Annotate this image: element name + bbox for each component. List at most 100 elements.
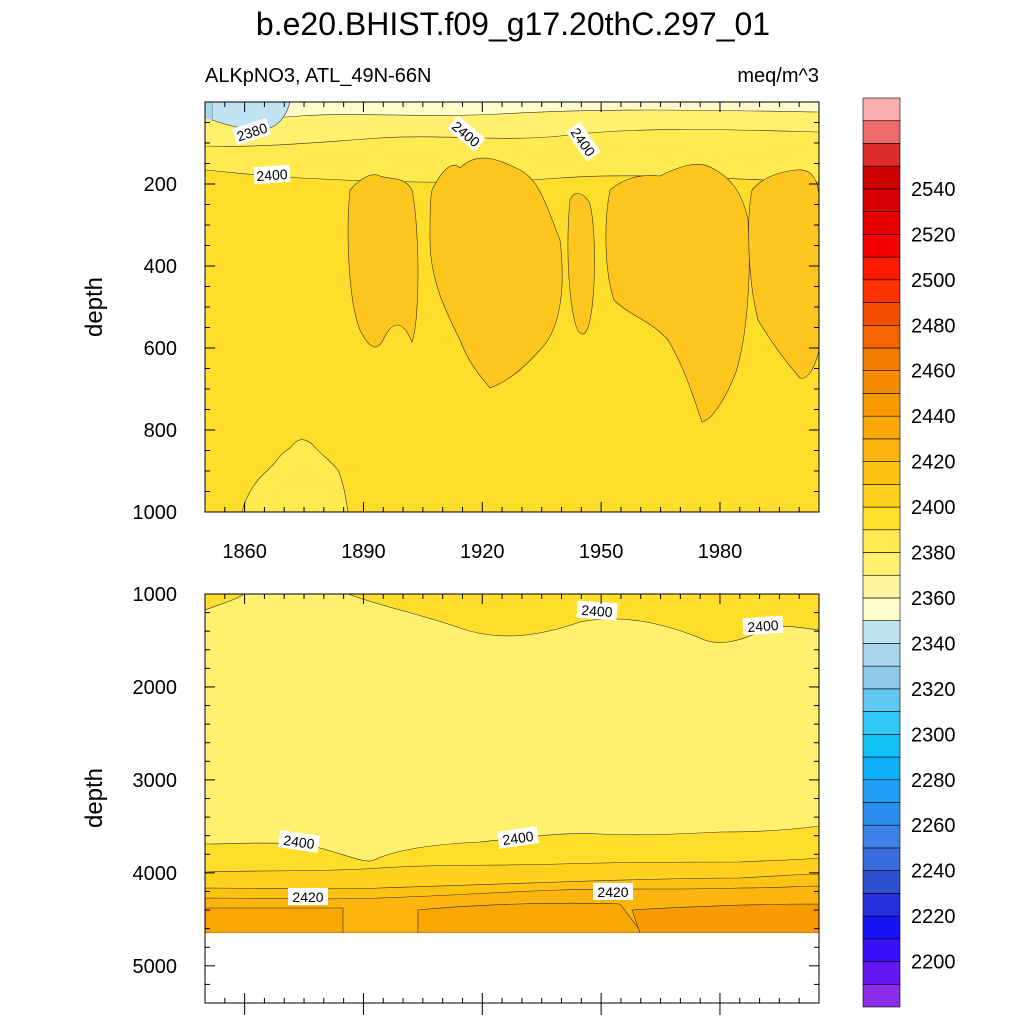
- colorbar-swatch: [862, 938, 901, 962]
- colorbar-swatch: [862, 574, 901, 599]
- colorbar-label: 2280: [911, 770, 956, 792]
- colorbar-swatch: [862, 120, 901, 144]
- colorbar-swatch: [862, 893, 901, 917]
- colorbar-label: 2420: [911, 452, 956, 474]
- colorbar-label: 2200: [911, 952, 956, 974]
- lower-y-tick-labels: 1000 2000 3000 4000 5000: [133, 584, 178, 978]
- colorbar-swatch: [862, 847, 901, 871]
- y-tick-label: 200: [144, 174, 177, 196]
- lower-y-axis-label: depth: [81, 768, 108, 828]
- colorbar-swatch: [862, 165, 901, 190]
- upper-axis-ticks: [204, 101, 820, 513]
- contour-label: 2400: [282, 832, 315, 852]
- contour-label: 2400: [581, 602, 613, 620]
- colorbar-swatch: [862, 824, 901, 849]
- colorbar-label: 2540: [911, 179, 956, 201]
- contour-label: 2400: [256, 166, 288, 184]
- x-tick-label: 1860: [222, 541, 267, 563]
- x-tick-label: 1950: [579, 541, 624, 563]
- colorbar-swatch: [862, 552, 901, 576]
- maximum-patch-5: [748, 169, 819, 379]
- y-tick-label: 5000: [133, 956, 178, 978]
- colorbar-swatch: [862, 961, 901, 985]
- lower-panel-field: [205, 594, 819, 1003]
- colorbar-swatch: [862, 688, 901, 712]
- colorbar-swatch: [862, 97, 901, 122]
- upper-y-axis-label: depth: [81, 277, 108, 337]
- chart-title: b.e20.BHIST.f09_g17.20thC.297_01: [256, 6, 770, 42]
- maximum-patch-3: [567, 193, 595, 335]
- x-tick-label: 1980: [698, 541, 743, 563]
- colorbar-swatch: [862, 665, 901, 690]
- surface-minimum-edge: [205, 102, 212, 120]
- colorbar-swatch: [862, 643, 901, 667]
- colorbar-swatch: [862, 256, 901, 281]
- colorbar-label: 2440: [911, 406, 956, 428]
- bottom-maximum-3: [631, 903, 819, 934]
- contour-label: 2400: [747, 617, 779, 635]
- y-tick-label: 4000: [133, 863, 178, 885]
- colorbar-label: 2360: [911, 588, 956, 610]
- colorbar-swatch: [862, 438, 901, 462]
- colorbar-swatch: [862, 506, 901, 531]
- maximum-patch-2: [429, 157, 563, 389]
- colorbar-label: 2500: [911, 270, 956, 292]
- colorbar: [862, 97, 901, 1008]
- colorbar-swatch: [862, 393, 901, 417]
- surface-minimum-patch: [211, 102, 291, 130]
- colorbar-label: 2520: [911, 224, 956, 246]
- maximum-patch-1: [347, 174, 419, 348]
- colorbar-swatch: [862, 484, 901, 508]
- y-tick-label: 3000: [133, 770, 178, 792]
- upper-contour-labels: 2380 2400 2400 2400: [232, 115, 601, 185]
- colorbar-label: 2220: [911, 906, 956, 928]
- colorbar-label: 2460: [911, 361, 956, 383]
- upper-panel-field: [205, 102, 819, 512]
- colorbar-swatch: [862, 756, 901, 781]
- colorbar-swatch: [862, 915, 901, 940]
- colorbar-swatch: [862, 733, 901, 758]
- colorbar-swatch: [862, 370, 901, 394]
- bottom-maximum-1: [205, 907, 344, 934]
- colorbar-swatch: [862, 415, 901, 440]
- colorbar-label: 2380: [911, 543, 956, 565]
- lower-contour-labels: 2400 2400 2400 2400 2420 2420: [278, 600, 784, 905]
- colorbar-swatch: [862, 529, 901, 553]
- colorbar-swatch: [862, 188, 901, 212]
- x-tick-label: 1920: [460, 541, 505, 563]
- colorbar-swatch: [862, 870, 901, 894]
- contour-label: 2420: [597, 884, 628, 900]
- colorbar-swatch: [862, 779, 901, 803]
- colorbar-label: 2240: [911, 861, 956, 883]
- y-tick-label: 800: [144, 420, 177, 442]
- colorbar-label: 2480: [911, 315, 956, 337]
- chart-subtitle-left: ALKpNO3, ATL_49N-66N: [205, 65, 431, 87]
- colorbar-label: 2400: [911, 497, 956, 519]
- colorbar-label: 2300: [911, 724, 956, 746]
- colorbar-label: 2340: [911, 633, 956, 655]
- colorbar-label: 2320: [911, 679, 956, 701]
- lower-axis-ticks: [204, 593, 820, 1015]
- y-tick-label: 400: [144, 256, 177, 278]
- y-tick-label: 1000: [133, 584, 178, 606]
- contour-label: 2420: [292, 889, 323, 905]
- colorbar-swatch: [862, 324, 901, 349]
- colorbar-swatch: [862, 279, 901, 303]
- colorbar-swatch: [862, 620, 901, 644]
- x-tick-label: 1890: [341, 541, 386, 563]
- colorbar-labels: 2200 2220 2240 2260 2280 2300 2320 2340 2360 2380…: [911, 179, 956, 974]
- colorbar-swatch: [862, 597, 901, 621]
- bottom-maximum-2: [417, 902, 643, 934]
- colorbar-swatch: [862, 711, 901, 735]
- colorbar-swatch: [862, 302, 901, 326]
- deep-minimum-patch: [241, 439, 349, 512]
- contour-label: 2400: [501, 828, 534, 848]
- maximum-patch-4: [605, 164, 750, 423]
- y-tick-label: 600: [144, 338, 177, 360]
- upper-x-tick-labels: 1860 1890 1920 1950 1980: [222, 541, 742, 563]
- chart-units: meq/m^3: [737, 65, 819, 87]
- no-data-region: [205, 933, 819, 1003]
- colorbar-swatch: [862, 234, 901, 258]
- colorbar-swatch: [862, 211, 901, 235]
